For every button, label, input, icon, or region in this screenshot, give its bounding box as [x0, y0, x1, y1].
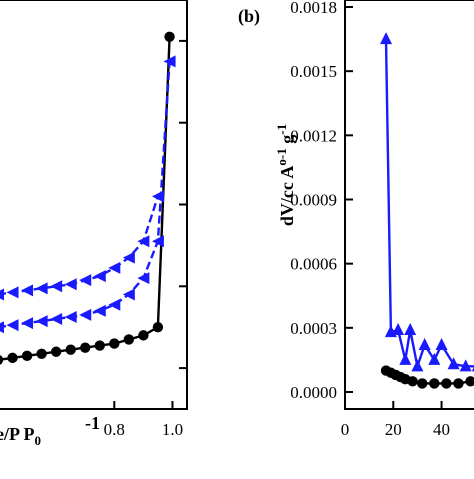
panel-a-series-1-line	[0, 61, 171, 329]
panel-b-series-0-point-3	[399, 352, 412, 365]
panel-b-series-1-point-6	[417, 378, 428, 389]
panel-b-series-0-point-7	[428, 352, 441, 365]
panel-a-series-1-point-10	[137, 272, 150, 285]
panel-a-series-2-point-3	[35, 282, 48, 295]
panel-b-y-label-sup2: -1	[274, 124, 289, 135]
panel-a-series-1-point-4	[50, 313, 63, 326]
panel-a-series-1-point-2	[21, 317, 34, 330]
panel-a-series-1-point-12	[163, 55, 176, 68]
panel-b: (b) dV/cc Ao-1 g-1 0 20 40 0.0000 0.0003 0.00…	[238, 0, 474, 439]
panel-a-series-2-point-1	[6, 286, 19, 299]
panel-a-series-1-point-5	[64, 310, 77, 323]
panel-b-series	[380, 32, 474, 389]
panel-a-x-label-superscript: -1	[85, 413, 100, 433]
panel-b-series-0-point-11	[471, 366, 474, 372]
panel-a-series-1-point-3	[35, 315, 48, 328]
panel-a-x-ticks: 0.8 1.0	[104, 39, 187, 439]
panel-b-series-0-line	[384, 39, 474, 371]
panel-b-y-tick-label-4: 0.0012	[290, 126, 337, 145]
panel-b-y-tick-label-3: 0.0009	[290, 191, 337, 210]
panel-a-x-tick-label-0: 0.8	[104, 420, 125, 439]
panel-a-series-0-point-6	[80, 342, 91, 353]
panel-b-series-1-point-8	[441, 378, 452, 389]
panel-b-y-tick-label-2: 0.0006	[290, 255, 337, 274]
panel-a-series-0-point-2	[21, 350, 33, 362]
panel-a-x-label: e/P P0	[0, 424, 41, 448]
panel-a-series-2-point-11	[151, 190, 164, 203]
panel-a-series-2-point-4	[50, 280, 63, 293]
panel-b-y-label-sup1: o-1	[274, 148, 289, 165]
panel-a-series-1-point-0	[0, 321, 4, 334]
panel-a-series-0-point-1	[7, 352, 18, 364]
panel-b-frame	[344, 0, 474, 410]
panel-b-y-tick-label-6: 0.0018	[290, 0, 337, 17]
panel-a-series-1-point-1	[6, 319, 19, 332]
panel-a-series-1-point-9	[122, 288, 135, 301]
panel-b-x-tick-label-2: 40	[433, 420, 450, 439]
panel-b-y-label-main: dV/cc A	[277, 166, 297, 227]
panel-b-series-0-point-5	[411, 359, 424, 372]
panel-b-series-0-point-9	[447, 357, 460, 370]
panel-b-y-label-g: g	[277, 135, 297, 149]
panel-a-series-1-point-11	[151, 235, 164, 248]
panel-a-series-2-point-0	[0, 288, 4, 301]
panel-a-series-0-point-10	[138, 330, 149, 341]
panel-a-series-0-point-5	[65, 344, 76, 355]
panel-a-series-0-point-12	[164, 31, 175, 43]
panel-a-series-1-point-8	[108, 298, 121, 311]
panel-b-x-tick-label-0: 0	[341, 420, 350, 439]
panel-b-series-1-point-5	[407, 376, 418, 387]
panel-a-series-1-point-6	[79, 308, 92, 321]
panel-a-series-2-point-8	[108, 261, 121, 274]
panel-b-series-0-point-10	[459, 359, 472, 372]
panel-b-series-1-point-7	[429, 378, 440, 389]
panel-b-series-0-point-4	[404, 322, 417, 335]
panel-a-series-0-point-8	[109, 338, 120, 349]
panel-b-label: (b)	[238, 6, 260, 27]
panel-a: 0.8 1.0 e/P P0 -1	[0, 0, 188, 448]
panel-a-series-0-point-9	[123, 334, 135, 345]
panel-a-series-0-line	[0, 36, 171, 361]
panel-b-series-1-point-10	[465, 376, 474, 387]
panel-a-series-2-point-6	[79, 274, 92, 287]
panel-a-series-2-point-7	[93, 270, 106, 283]
panel-a-series-2-point-9	[122, 251, 135, 264]
panel-a-series-2-line	[0, 195, 160, 296]
panel-b-series-1-point-9	[453, 378, 464, 389]
panel-a-x-label-main: e/P P	[0, 424, 35, 444]
panel-a-series-1-point-7	[93, 304, 106, 317]
panel-a-series-0-point-7	[94, 340, 105, 351]
panel-b-series-0-point-0	[380, 32, 393, 45]
panel-b-y-tick-label-5: 0.0015	[290, 62, 337, 81]
panel-b-series-0-point-8	[435, 337, 448, 350]
panel-a-x-tick-label-1: 1.0	[162, 420, 183, 439]
panel-a-series-2-point-10	[137, 235, 150, 248]
panel-a-series-2-point-2	[21, 284, 34, 297]
panel-b-ticks: 0 20 40 0.0000 0.0003 0.0006 0.0009 0.0012 0.001…	[290, 0, 450, 439]
panel-b-y-axis-label: dV/cc Ao-1 g-1	[274, 124, 297, 226]
panel-b-y-tick-label-1: 0.0003	[290, 319, 337, 338]
panel-b-y-tick-label-0: 0.0000	[290, 383, 337, 402]
panel-b-x-tick-label-1: 20	[385, 420, 402, 439]
panel-a-series-2-point-5	[64, 278, 77, 291]
panel-b-series-0-point-6	[418, 337, 431, 350]
panel-a-x-label-subscript: 0	[35, 433, 42, 448]
panel-a-series	[0, 31, 176, 365]
panel-a-series-0-point-4	[50, 346, 62, 357]
panel-a-series-0-point-3	[36, 348, 47, 359]
panel-a-series-0-point-0	[0, 355, 4, 365]
panel-b-series-0-point-2	[392, 322, 405, 335]
panel-a-series-0-point-11	[152, 322, 164, 333]
